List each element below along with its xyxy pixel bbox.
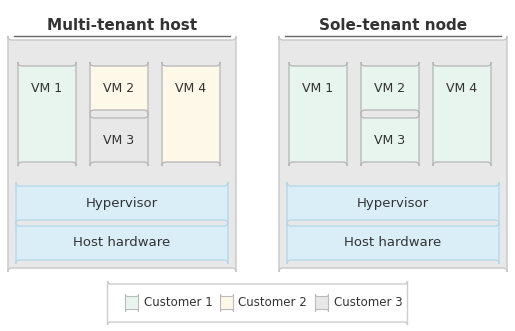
Text: VM 2: VM 2 <box>374 81 406 94</box>
FancyBboxPatch shape <box>287 182 499 224</box>
FancyBboxPatch shape <box>16 222 228 264</box>
FancyBboxPatch shape <box>316 295 329 311</box>
Text: VM 4: VM 4 <box>447 81 477 94</box>
FancyBboxPatch shape <box>287 222 499 264</box>
Text: Customer 3: Customer 3 <box>334 297 402 309</box>
Text: Hypervisor: Hypervisor <box>357 197 429 210</box>
FancyBboxPatch shape <box>433 62 491 166</box>
FancyBboxPatch shape <box>8 36 236 272</box>
Text: Host hardware: Host hardware <box>73 237 170 250</box>
Text: VM 3: VM 3 <box>104 133 134 147</box>
Text: VM 1: VM 1 <box>302 81 334 94</box>
Text: Hypervisor: Hypervisor <box>86 197 158 210</box>
FancyBboxPatch shape <box>289 62 347 166</box>
FancyBboxPatch shape <box>162 62 220 166</box>
Text: Sole-tenant node: Sole-tenant node <box>319 18 467 33</box>
Text: Customer 2: Customer 2 <box>238 297 307 309</box>
Text: Host hardware: Host hardware <box>345 237 442 250</box>
FancyBboxPatch shape <box>279 36 507 272</box>
Text: VM 2: VM 2 <box>104 81 134 94</box>
FancyBboxPatch shape <box>18 62 76 166</box>
FancyBboxPatch shape <box>90 62 148 114</box>
Text: Multi-tenant host: Multi-tenant host <box>47 18 197 33</box>
FancyBboxPatch shape <box>126 295 139 311</box>
FancyBboxPatch shape <box>361 114 419 166</box>
Text: Customer 1: Customer 1 <box>144 297 212 309</box>
FancyBboxPatch shape <box>361 62 419 114</box>
FancyBboxPatch shape <box>108 281 407 325</box>
Text: VM 4: VM 4 <box>176 81 207 94</box>
FancyBboxPatch shape <box>220 295 233 311</box>
FancyBboxPatch shape <box>90 114 148 166</box>
FancyBboxPatch shape <box>16 182 228 224</box>
Text: VM 1: VM 1 <box>31 81 62 94</box>
Text: VM 3: VM 3 <box>374 133 406 147</box>
